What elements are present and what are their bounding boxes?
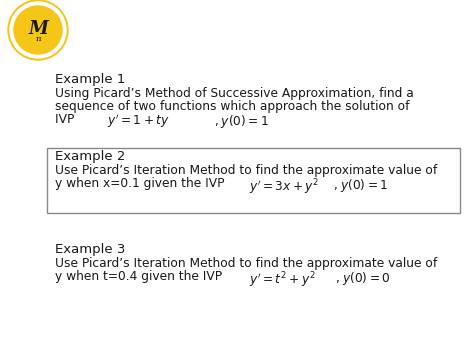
Text: $y' = 3x + y^2$: $y' = 3x + y^2$ <box>249 177 319 197</box>
Text: y when x=0.1 given the IVP: y when x=0.1 given the IVP <box>55 177 228 190</box>
Text: $y' = 1 + ty$: $y' = 1 + ty$ <box>107 113 170 130</box>
Text: y when t=0.4 given the IVP: y when t=0.4 given the IVP <box>55 270 226 283</box>
Text: Example 2: Example 2 <box>55 150 126 163</box>
Circle shape <box>10 2 66 58</box>
Text: Using Picard’s Method of Successive Approximation, find a: Using Picard’s Method of Successive Appr… <box>55 87 414 100</box>
Text: IVP: IVP <box>55 113 90 126</box>
Text: Example 3: Example 3 <box>55 243 126 256</box>
FancyBboxPatch shape <box>47 148 460 213</box>
Text: sequence of two functions which approach the solution of: sequence of two functions which approach… <box>55 100 410 113</box>
Text: $,y(0) = 1$: $,y(0) = 1$ <box>326 177 388 194</box>
Circle shape <box>14 6 62 54</box>
Text: $,y(0) = 0$: $,y(0) = 0$ <box>328 270 391 287</box>
Text: Use Picard’s Iteration Method to find the approximate value of: Use Picard’s Iteration Method to find th… <box>55 257 437 270</box>
Text: Example 1: Example 1 <box>55 73 126 86</box>
Text: $y' = t^2 + y^2$: $y' = t^2 + y^2$ <box>249 270 316 290</box>
Text: M: M <box>28 20 48 38</box>
Text: Use Picard’s Iteration Method to find the approximate value of: Use Picard’s Iteration Method to find th… <box>55 164 437 177</box>
Text: $,y(0) = 1$: $,y(0) = 1$ <box>203 113 269 130</box>
Text: π: π <box>35 35 41 43</box>
Circle shape <box>8 0 68 60</box>
